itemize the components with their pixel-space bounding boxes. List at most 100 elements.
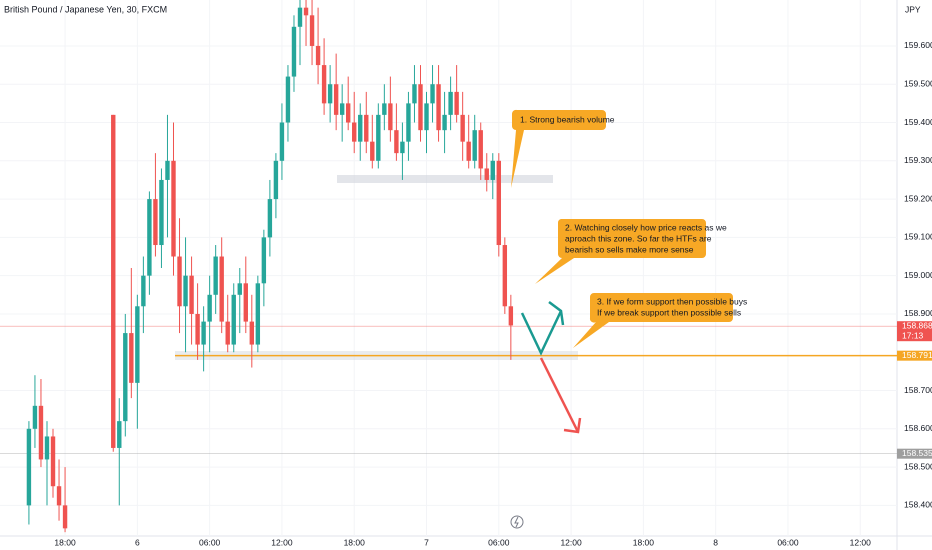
axes: 159.600 159.500 159.400 159.300 159.200 159.1… xyxy=(54,40,932,547)
candle-body xyxy=(484,168,489,180)
candle-body xyxy=(370,141,375,161)
candle-body xyxy=(159,179,164,246)
y-tick-label: 159.400 xyxy=(904,117,932,127)
price-label-box xyxy=(897,321,932,342)
currency-label: JPY xyxy=(905,4,921,14)
candle-body xyxy=(171,160,176,257)
x-tick-label: 12:00 xyxy=(560,537,582,547)
bearish-arrowhead xyxy=(563,417,582,434)
price-label: 158.868 xyxy=(902,320,932,330)
y-tick-label: 159.300 xyxy=(904,155,932,165)
candle-body xyxy=(32,405,38,429)
price-label: 158.535 xyxy=(902,448,932,458)
candle-body xyxy=(267,199,273,238)
candle-body xyxy=(135,306,140,383)
candle-body xyxy=(358,114,363,142)
candle-body xyxy=(333,84,339,115)
candle-body xyxy=(111,114,116,448)
candle-body xyxy=(141,275,146,307)
price-lines xyxy=(0,325,932,454)
candle-body xyxy=(345,103,351,123)
candle-body xyxy=(153,199,158,246)
candle-body xyxy=(508,306,514,326)
price-label-box xyxy=(897,448,932,459)
x-tick-label: 06:00 xyxy=(488,537,510,547)
candle-body xyxy=(195,313,200,345)
annotation-text: 3. If we form support then possible buys xyxy=(597,296,747,306)
candle-body xyxy=(213,256,218,295)
candle-body xyxy=(327,84,333,104)
price-label: 158.791 xyxy=(902,350,932,360)
candle-body xyxy=(243,283,248,322)
lightning-icon xyxy=(510,515,524,529)
x-tick-label: 18:00 xyxy=(54,537,76,547)
candle-body xyxy=(430,84,435,104)
candle-body xyxy=(44,436,50,460)
x-tick-label: 18:00 xyxy=(344,537,366,547)
candle-body xyxy=(315,45,321,66)
candle-body xyxy=(201,321,206,345)
candle-body xyxy=(225,321,230,345)
candle-body xyxy=(285,76,291,123)
annotation-text: aproach this zone. So far the HTFs are xyxy=(565,233,712,243)
annotation-text: 1. Strong bearish volume xyxy=(520,114,615,124)
candle-body xyxy=(291,26,297,77)
candle-body xyxy=(237,283,242,295)
callout-box xyxy=(511,109,606,188)
candle-body xyxy=(207,294,212,322)
candle-body xyxy=(38,405,44,460)
candle-body xyxy=(454,91,459,115)
candle-body xyxy=(297,7,303,27)
candle-body xyxy=(50,436,56,487)
candles xyxy=(26,0,514,533)
candle-body xyxy=(26,428,32,506)
candle-body xyxy=(303,7,309,16)
candle-body xyxy=(502,245,508,307)
candle-body xyxy=(412,84,417,104)
x-tick-label: 8 xyxy=(713,537,718,547)
candle-body xyxy=(406,103,411,142)
x-tick-label: 06:00 xyxy=(777,537,799,547)
candle-body xyxy=(117,421,122,448)
candle-body xyxy=(339,103,345,115)
x-tick-label: 06:00 xyxy=(199,537,221,547)
candle-body xyxy=(129,333,134,383)
candle-body xyxy=(364,114,369,142)
candle-body xyxy=(460,114,465,142)
annotation-text: 2. Watching closely how price reacts as … xyxy=(565,222,727,232)
y-tick-label: 159.000 xyxy=(904,270,932,280)
candle-body xyxy=(424,103,429,131)
candle-body xyxy=(472,130,477,161)
y-tick-label: 158.600 xyxy=(904,423,932,433)
candle-body xyxy=(352,122,357,142)
candle-body xyxy=(394,130,399,154)
x-tick-label: 12:00 xyxy=(271,537,293,547)
candle-body xyxy=(261,237,267,284)
candle-body xyxy=(147,199,152,276)
candle-body xyxy=(376,114,381,161)
candle-body xyxy=(418,84,423,131)
chart-title: British Pound / Japanese Yen, 30, FXCM xyxy=(4,4,167,14)
candle-body xyxy=(183,275,188,307)
x-tick-label: 7 xyxy=(424,537,429,547)
bullish-arrowhead xyxy=(548,301,565,326)
annotation-3: 3. If we form support then possible buys… xyxy=(573,293,747,348)
candle-body xyxy=(382,103,387,115)
candle-body xyxy=(466,141,471,161)
candle-body xyxy=(273,160,279,200)
x-tick-label: 6 xyxy=(135,537,140,547)
candle-body xyxy=(123,333,128,422)
candle-body xyxy=(309,15,315,46)
candle-body xyxy=(442,114,447,131)
candle-body xyxy=(490,160,495,180)
candle-body xyxy=(279,122,285,161)
candle-body xyxy=(436,84,441,131)
annotation-2: 2. Watching closely how price reacts as … xyxy=(535,219,727,284)
y-tick-label: 158.900 xyxy=(904,308,932,318)
candle-body xyxy=(255,283,261,345)
y-tick-label: 158.500 xyxy=(904,461,932,471)
candle-body xyxy=(165,160,170,180)
price-label-box xyxy=(897,350,932,361)
x-tick-label: 12:00 xyxy=(850,537,872,547)
